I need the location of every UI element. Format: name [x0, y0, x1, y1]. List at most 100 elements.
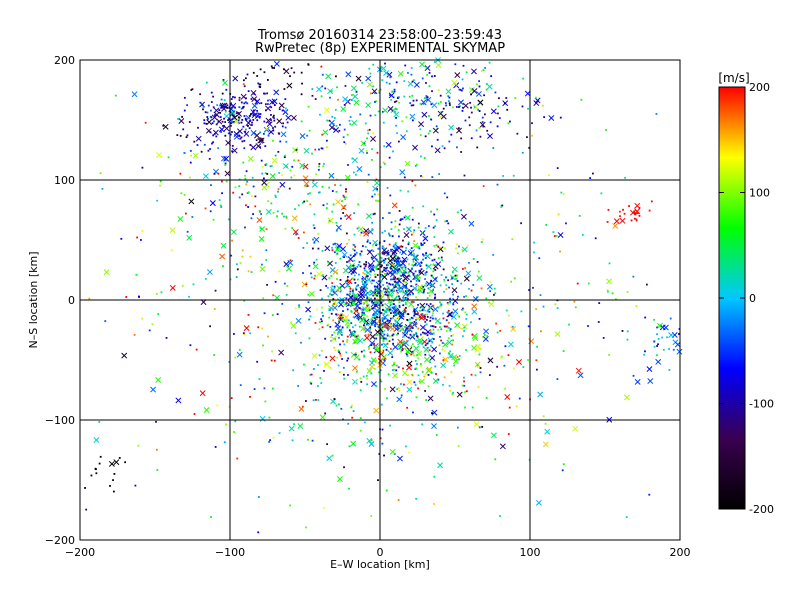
data-point-dot [414, 263, 417, 266]
data-point-dot [317, 385, 319, 387]
data-point-dot [387, 320, 389, 323]
data-point-dot [448, 140, 451, 143]
data-point-dot [257, 326, 260, 329]
data-point-dot [453, 364, 456, 367]
data-point-dot [418, 271, 421, 274]
data-point-dot [383, 259, 386, 262]
data-point-dot [427, 225, 430, 227]
data-point-dot [373, 342, 376, 345]
data-point-dot [527, 107, 529, 110]
data-point-dot [162, 124, 165, 127]
data-point-x [370, 357, 377, 364]
data-point-dot [383, 317, 386, 320]
data-point-dot [250, 124, 253, 126]
data-point-dot [189, 150, 192, 152]
data-point-x [655, 358, 662, 365]
data-point-dot [411, 300, 414, 303]
data-point-dot [272, 129, 275, 132]
data-point-dot [224, 105, 227, 108]
data-point-x [399, 169, 406, 176]
data-point-x [278, 102, 285, 109]
data-point-dot [672, 348, 675, 351]
data-point-dot [393, 101, 396, 103]
data-point-dot [457, 127, 460, 130]
data-point-dot [334, 262, 337, 264]
data-point-dot [366, 297, 369, 300]
data-point-dot [329, 326, 332, 328]
data-point-dot [470, 111, 473, 114]
data-point-dot [141, 317, 143, 320]
data-point-dot [159, 184, 161, 187]
data-point-dot [492, 253, 495, 256]
data-point-dot [333, 117, 336, 119]
data-point-dot [449, 350, 452, 353]
data-point-x [345, 71, 352, 78]
data-point-x [150, 386, 157, 393]
data-point-dot [404, 347, 407, 350]
data-point-x [431, 409, 438, 416]
data-point-dot [409, 318, 411, 321]
data-point-dot [363, 354, 366, 357]
data-point-dot [118, 457, 121, 459]
data-point-dot [488, 374, 491, 376]
data-point-x [575, 367, 582, 374]
data-point-dot [403, 308, 406, 311]
data-point-x [647, 378, 654, 385]
data-point-dot [349, 290, 352, 293]
data-point-dot [340, 217, 342, 220]
data-point-dot [353, 264, 356, 267]
data-point-dot [415, 339, 418, 342]
data-point-dot [400, 394, 403, 397]
data-point-dot [425, 264, 428, 267]
data-point-dot [193, 413, 196, 415]
data-point-dot [365, 323, 368, 326]
data-point-dot [346, 242, 348, 245]
data-point-dot [417, 226, 420, 229]
data-point-dot [376, 303, 379, 306]
data-point-dot [531, 134, 534, 137]
data-point-x [360, 140, 367, 147]
data-point-dot [611, 292, 614, 295]
data-point-dot [400, 264, 403, 267]
data-point-dot [243, 85, 246, 88]
data-point-x [363, 318, 370, 325]
data-point-x [425, 96, 432, 103]
data-point-dot [520, 222, 523, 225]
data-point-x [311, 181, 318, 188]
data-point-dot [409, 102, 412, 104]
data-point-dot [243, 115, 246, 117]
y-tick-label: −200 [45, 534, 75, 547]
data-point-dot [372, 85, 375, 88]
data-point-dot [393, 363, 395, 366]
data-point-dot [644, 350, 646, 353]
data-point-dot [325, 285, 328, 287]
data-point-dot [238, 99, 241, 102]
data-point-dot [435, 125, 438, 128]
data-point-x [358, 290, 365, 297]
data-point-dot [348, 329, 351, 332]
data-point-x [369, 333, 376, 340]
data-point-dot [343, 466, 345, 469]
data-point-dot [246, 73, 249, 76]
data-point-x [463, 275, 470, 282]
data-point-dot [156, 199, 159, 202]
data-point-dot [395, 246, 398, 249]
data-point-dot [357, 263, 360, 266]
title-line-1: Tromsø 20160314 23:58:00–23:59:43 [257, 28, 502, 43]
data-point-dot [404, 64, 407, 67]
data-point-x [390, 250, 397, 257]
data-point-dot [499, 329, 502, 332]
data-point-dot [310, 272, 312, 275]
data-point-x [265, 117, 272, 124]
data-point-dot [378, 316, 381, 319]
data-point-x [432, 377, 439, 384]
data-point-x [370, 135, 376, 142]
data-point-dot [368, 128, 371, 131]
data-point-dot [460, 151, 463, 153]
data-point-x [366, 213, 372, 220]
data-point-dot [272, 116, 275, 119]
data-point-dot [277, 150, 280, 153]
data-point-dot [302, 246, 305, 249]
data-point-dot [388, 82, 391, 85]
data-point-dot [397, 312, 400, 315]
